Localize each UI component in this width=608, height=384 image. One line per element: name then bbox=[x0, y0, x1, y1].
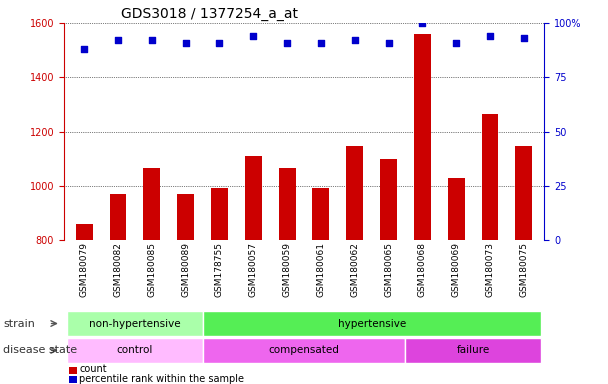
Bar bbox=[143, 168, 161, 384]
Bar bbox=[347, 146, 363, 384]
Bar bbox=[414, 34, 431, 384]
Point bbox=[79, 46, 89, 52]
Bar bbox=[211, 189, 228, 384]
Text: GSM180089: GSM180089 bbox=[181, 242, 190, 297]
Bar bbox=[202, 311, 541, 336]
Bar bbox=[109, 194, 126, 384]
Text: strain: strain bbox=[3, 318, 35, 329]
Text: hypertensive: hypertensive bbox=[337, 318, 406, 329]
Text: GSM180075: GSM180075 bbox=[519, 242, 528, 297]
Point bbox=[451, 40, 461, 46]
Point bbox=[249, 33, 258, 39]
Text: GSM180085: GSM180085 bbox=[147, 242, 156, 297]
Text: percentile rank within the sample: percentile rank within the sample bbox=[79, 374, 244, 384]
Text: control: control bbox=[117, 345, 153, 356]
Text: GDS3018 / 1377254_a_at: GDS3018 / 1377254_a_at bbox=[122, 7, 299, 21]
Bar bbox=[69, 376, 77, 383]
Point bbox=[113, 37, 123, 43]
Text: GSM180062: GSM180062 bbox=[350, 242, 359, 297]
Text: failure: failure bbox=[457, 345, 490, 356]
Point bbox=[181, 40, 190, 46]
Bar bbox=[75, 224, 92, 384]
Point bbox=[215, 40, 224, 46]
Point bbox=[418, 20, 427, 26]
Bar bbox=[516, 146, 533, 384]
Bar bbox=[482, 114, 499, 384]
Text: GSM180073: GSM180073 bbox=[486, 242, 494, 297]
Point bbox=[350, 37, 359, 43]
Text: GSM180065: GSM180065 bbox=[384, 242, 393, 297]
Bar bbox=[67, 311, 202, 336]
Point bbox=[519, 35, 529, 41]
Text: GSM180061: GSM180061 bbox=[316, 242, 325, 297]
Bar bbox=[406, 338, 541, 363]
Bar bbox=[67, 338, 202, 363]
Bar bbox=[69, 367, 77, 374]
Bar bbox=[202, 338, 406, 363]
Text: GSM180082: GSM180082 bbox=[114, 242, 122, 297]
Text: GSM180057: GSM180057 bbox=[249, 242, 258, 297]
Text: GSM180069: GSM180069 bbox=[452, 242, 461, 297]
Text: GSM180059: GSM180059 bbox=[283, 242, 292, 297]
Bar bbox=[278, 168, 295, 384]
Text: GSM180068: GSM180068 bbox=[418, 242, 427, 297]
Bar bbox=[313, 189, 330, 384]
Text: count: count bbox=[79, 364, 106, 374]
Bar bbox=[177, 194, 194, 384]
Text: GSM180079: GSM180079 bbox=[80, 242, 89, 297]
Bar bbox=[380, 159, 397, 384]
Text: non-hypertensive: non-hypertensive bbox=[89, 318, 181, 329]
Text: disease state: disease state bbox=[3, 345, 77, 356]
Text: compensated: compensated bbox=[269, 345, 339, 356]
Bar bbox=[447, 178, 465, 384]
Point bbox=[147, 37, 157, 43]
Text: GSM178755: GSM178755 bbox=[215, 242, 224, 297]
Point bbox=[282, 40, 292, 46]
Point bbox=[384, 40, 393, 46]
Bar bbox=[245, 156, 261, 384]
Point bbox=[485, 33, 495, 39]
Point bbox=[316, 40, 326, 46]
